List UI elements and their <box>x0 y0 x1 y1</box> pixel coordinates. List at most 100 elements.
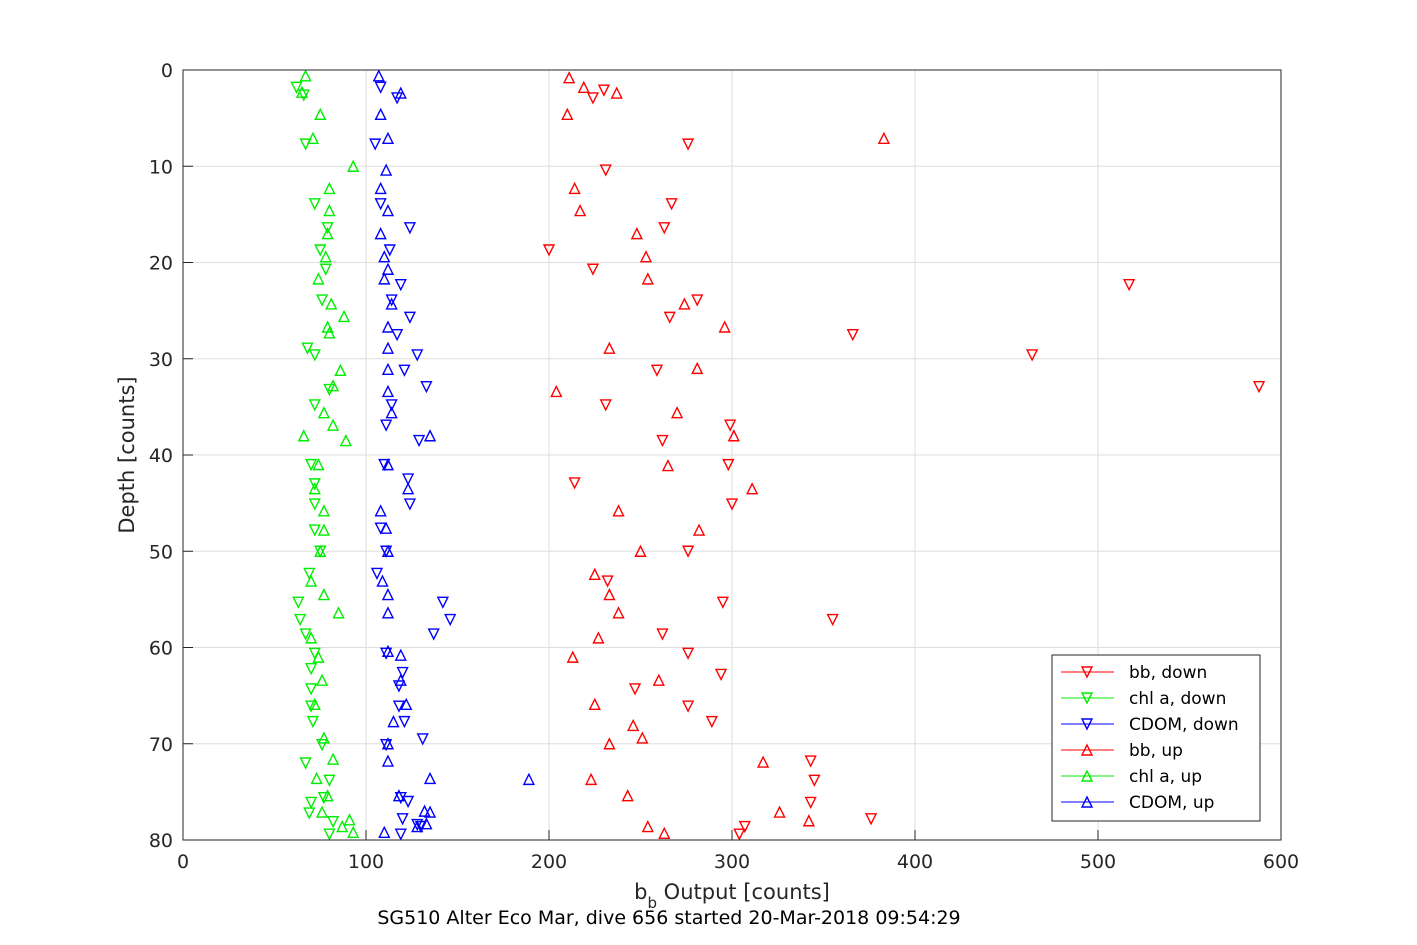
data-point <box>864 813 878 826</box>
data-point <box>423 429 437 442</box>
data-point <box>550 384 563 398</box>
data-point <box>522 772 536 786</box>
data-point <box>337 309 351 323</box>
data-point <box>387 715 400 728</box>
data-point <box>733 828 746 841</box>
x-axis-label: bb Output [counts] <box>634 880 830 912</box>
data-point <box>310 771 323 785</box>
data-point <box>392 700 406 713</box>
data-point <box>304 683 318 696</box>
data-point <box>347 159 360 172</box>
data-point <box>542 244 556 257</box>
legend-label: chl a, down <box>1129 689 1226 709</box>
data-point <box>306 131 320 145</box>
data-point <box>639 250 653 263</box>
legend-item: chl a, down <box>1061 689 1226 709</box>
data-point <box>681 647 695 660</box>
data-point <box>381 458 395 471</box>
data-point <box>306 715 320 729</box>
data-point <box>681 545 695 558</box>
data-point <box>808 774 821 787</box>
data-point <box>297 429 310 442</box>
data-point <box>725 498 739 511</box>
data-point <box>314 107 327 120</box>
data-point <box>308 399 321 412</box>
data-point <box>323 774 336 787</box>
data-point <box>303 807 316 820</box>
data-point <box>561 107 574 120</box>
data-point <box>420 817 433 830</box>
data-point <box>321 222 334 235</box>
data-point <box>584 772 598 786</box>
data-point <box>427 628 440 641</box>
data-point <box>381 203 395 217</box>
data-point <box>722 458 735 472</box>
data-point <box>612 504 625 517</box>
data-point <box>319 250 332 263</box>
x-tick-label: 100 <box>348 851 384 873</box>
data-point <box>705 715 719 729</box>
data-point <box>586 263 600 276</box>
y-tick-label: 80 <box>149 830 173 852</box>
data-point <box>634 544 647 557</box>
data-point <box>381 544 395 557</box>
data-point <box>379 739 393 752</box>
data-point <box>599 399 612 412</box>
data-point <box>379 163 393 176</box>
data-point <box>385 297 398 310</box>
data-point <box>621 789 634 802</box>
data-point <box>381 341 395 354</box>
data-point <box>378 458 391 472</box>
data-point <box>304 574 318 587</box>
data-point <box>378 272 391 285</box>
data-point <box>385 406 398 419</box>
data-point <box>678 297 691 310</box>
data-point <box>718 320 731 333</box>
data-point <box>420 380 433 394</box>
legend-marker <box>1080 743 1094 756</box>
data-point <box>308 198 321 211</box>
data-point <box>323 326 336 339</box>
data-point <box>308 697 321 710</box>
legend-item: CDOM, up <box>1061 793 1214 813</box>
data-point <box>381 644 395 658</box>
data-point <box>636 731 649 744</box>
data-point <box>630 227 643 240</box>
data-point <box>317 406 331 419</box>
x-tick-label: 200 <box>531 851 567 873</box>
data-point <box>773 805 786 818</box>
data-point <box>681 700 695 713</box>
data-point <box>568 477 581 490</box>
data-point <box>326 379 340 392</box>
data-point <box>381 131 395 145</box>
data-point <box>317 731 331 744</box>
data-point <box>321 227 334 240</box>
data-point <box>317 523 331 536</box>
data-point <box>727 429 740 442</box>
x-tick-label: 500 <box>1080 851 1116 873</box>
data-point <box>562 71 576 84</box>
data-point <box>381 587 395 601</box>
data-point <box>628 683 642 696</box>
data-point <box>588 697 601 710</box>
data-point <box>374 198 387 211</box>
y-tick-label: 30 <box>149 349 173 371</box>
data-point <box>326 752 340 765</box>
data-point <box>398 364 411 377</box>
data-point <box>1122 278 1136 292</box>
data-point <box>586 92 600 105</box>
legend-label: CDOM, down <box>1129 715 1239 735</box>
data-point <box>323 383 336 397</box>
data-point <box>423 771 437 785</box>
data-point <box>312 458 325 471</box>
legend-marker <box>1080 718 1094 731</box>
data-point <box>592 631 605 644</box>
data-point <box>599 164 612 177</box>
data-point <box>379 419 393 432</box>
legend-item: bb, down <box>1061 663 1207 683</box>
data-point <box>394 828 407 841</box>
data-point <box>303 567 316 580</box>
legend-box <box>1051 654 1261 822</box>
data-point <box>691 361 704 375</box>
